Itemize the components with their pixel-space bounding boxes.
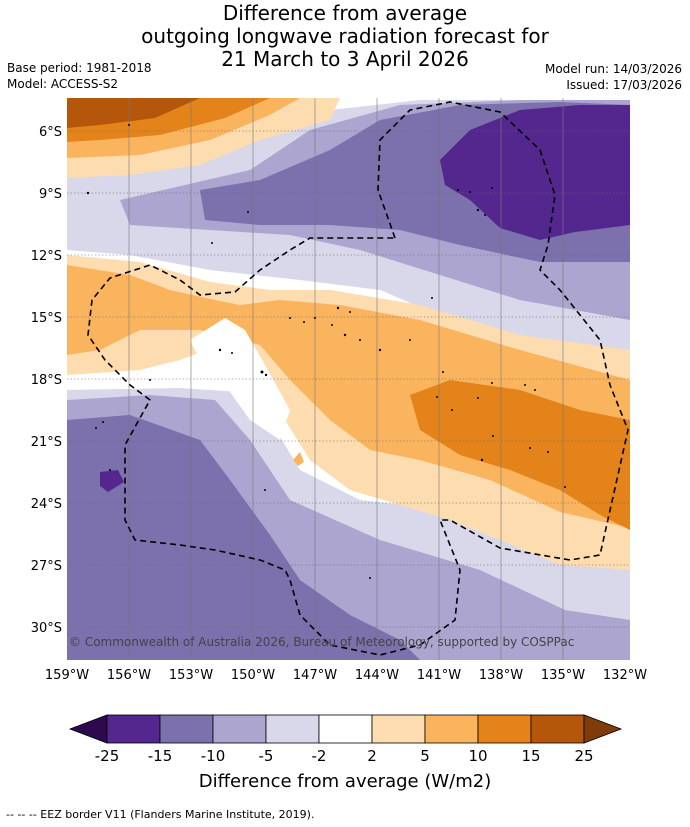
chart-title: Difference from average outgoing longwav…	[0, 2, 690, 71]
region-minus10-south	[67, 415, 420, 660]
colorbar: -25 -15 -10 -5 -2 2 5 10 15 25	[68, 714, 623, 765]
title-line-2: outgoing longwave radiation forecast for	[141, 24, 549, 48]
colorbar-extend-low	[68, 714, 108, 744]
colorbar-swatch	[477, 714, 532, 744]
colorbar-label: Difference from average (W/m2)	[199, 771, 491, 792]
lon-tick-label: 141°W	[417, 668, 461, 683]
colorbar-swatch	[159, 714, 214, 744]
lat-tick-label: 21°S	[31, 435, 62, 450]
region-minus15-north	[440, 105, 630, 240]
region-plus10-central	[410, 380, 630, 530]
colorbar-extend-high	[583, 714, 623, 744]
footer-eez-note: -- -- -- EEZ border V11 (Flanders Marine…	[6, 808, 315, 821]
lat-tick-label: 12°S	[31, 249, 62, 264]
lon-tick-label: 132°W	[603, 668, 647, 683]
lon-tick-label: 159°W	[45, 668, 89, 683]
lat-tick-label: 24°S	[31, 497, 62, 512]
colorbar-swatch	[371, 714, 426, 744]
lon-tick-label: 150°W	[231, 668, 275, 683]
colorbar-tick-label: 15	[521, 747, 540, 765]
colorbar-swatch	[424, 714, 479, 744]
issued-date: Issued: 17/03/2026	[566, 78, 682, 92]
colorbar-tick-label: -2	[312, 747, 327, 765]
colorbar-swatch	[212, 714, 267, 744]
region-plus15-north	[67, 98, 200, 128]
colorbar-swatch	[265, 714, 320, 744]
colorbar-tick-label: -25	[95, 747, 120, 765]
latitude-labels: 6°S 9°S 12°S 15°S 18°S 21°S 24°S 27°S 30°S	[31, 125, 62, 636]
meta-left: Base period: 1981-2018 Model: ACCESS-S2	[7, 60, 152, 92]
meridians	[128, 98, 564, 660]
longitude-labels: 159°W 156°W 153°W 150°W 147°W 144°W 141°W 138°W…	[45, 668, 647, 683]
lon-tick-label: 144°W	[355, 668, 399, 683]
lat-tick-label: 6°S	[39, 125, 62, 140]
colorbar-tick-label: 2	[367, 747, 377, 765]
lon-tick-label: 147°W	[293, 668, 337, 683]
eez-borders	[87, 101, 629, 656]
lon-tick-label: 153°W	[169, 668, 213, 683]
colorbar-tick-label: -5	[259, 747, 274, 765]
colorbar-tick-label: -10	[201, 747, 226, 765]
anomaly-field	[67, 98, 630, 660]
lat-tick-label: 30°S	[31, 621, 62, 636]
copyright-text: © Commonwealth of Australia 2026, Bureau…	[69, 635, 574, 649]
model-run: Model run: 14/03/2026	[544, 62, 682, 76]
colorbar-tick-label: 25	[574, 747, 593, 765]
title-line-1: Difference from average	[222, 1, 468, 25]
lat-tick-label: 27°S	[31, 559, 62, 574]
meta-right: Model run: 14/03/2026 Issued: 17/03/2026	[545, 61, 682, 93]
colorbar-swatch	[530, 714, 585, 744]
lat-tick-label: 18°S	[31, 373, 62, 388]
colorbar-swatch	[106, 714, 161, 744]
colorbar-swatch	[318, 714, 373, 744]
lon-tick-label: 135°W	[541, 668, 585, 683]
model-name: Model: ACCESS-S2	[7, 77, 119, 91]
lon-tick-label: 156°W	[107, 668, 151, 683]
islands	[86, 124, 566, 579]
lon-tick-label: 138°W	[479, 668, 523, 683]
gridlines	[67, 130, 630, 628]
colorbar-tick-label: 5	[420, 747, 430, 765]
colorbar-tick-label: -15	[148, 747, 173, 765]
title-line-3: 21 March to 3 April 2026	[221, 47, 469, 71]
base-period: Base period: 1981-2018	[7, 61, 152, 75]
region-minus15-south	[100, 470, 124, 492]
lat-tick-label: 15°S	[31, 311, 62, 326]
region-plus5-spot	[293, 452, 304, 466]
lat-tick-label: 9°S	[39, 187, 62, 202]
colorbar-tick-label: 10	[468, 747, 487, 765]
